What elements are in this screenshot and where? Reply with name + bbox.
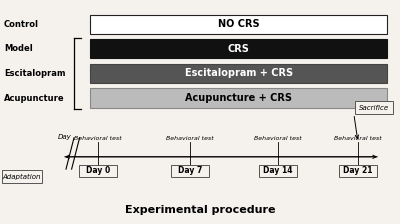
FancyBboxPatch shape — [259, 165, 297, 177]
FancyBboxPatch shape — [2, 170, 42, 183]
FancyBboxPatch shape — [171, 165, 209, 177]
FancyBboxPatch shape — [90, 64, 387, 83]
Text: Adaptation: Adaptation — [3, 174, 41, 180]
Text: Behavioral test: Behavioral test — [166, 136, 214, 141]
Text: Control: Control — [4, 19, 39, 29]
Text: Day 14: Day 14 — [263, 166, 293, 175]
FancyBboxPatch shape — [90, 88, 387, 108]
Text: Behavioral test: Behavioral test — [74, 136, 122, 141]
Text: Day 7: Day 7 — [178, 166, 202, 175]
FancyBboxPatch shape — [90, 39, 387, 58]
Text: Day 21: Day 21 — [343, 166, 373, 175]
Text: Behavioral test: Behavioral test — [254, 136, 302, 141]
FancyBboxPatch shape — [79, 165, 117, 177]
FancyBboxPatch shape — [355, 101, 393, 114]
Text: Day: Day — [58, 134, 72, 140]
FancyBboxPatch shape — [339, 165, 377, 177]
Text: Sacrifice: Sacrifice — [359, 105, 389, 110]
Text: Acupuncture: Acupuncture — [4, 93, 65, 103]
Text: Experimental procedure: Experimental procedure — [125, 205, 275, 215]
Text: Escitalopram + CRS: Escitalopram + CRS — [184, 68, 293, 78]
Text: Escitalopram: Escitalopram — [4, 69, 66, 78]
Text: CRS: CRS — [228, 44, 250, 54]
Text: NO CRS: NO CRS — [218, 19, 260, 29]
Text: Day 0: Day 0 — [86, 166, 110, 175]
Text: Behavioral test: Behavioral test — [334, 136, 382, 141]
Text: Acupuncture + CRS: Acupuncture + CRS — [185, 93, 292, 103]
FancyBboxPatch shape — [90, 15, 387, 34]
Text: Model: Model — [4, 44, 33, 53]
